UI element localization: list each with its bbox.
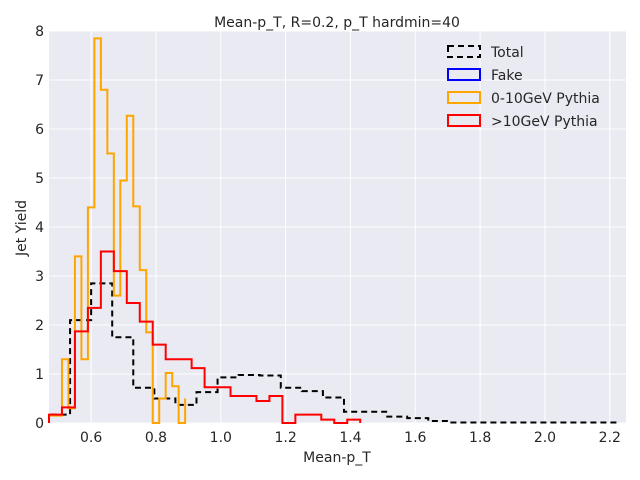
x-tick-label: 1.6 [404,430,426,446]
x-tick-label: 2.2 [599,430,621,446]
y-tick-label: 5 [35,171,44,187]
legend-label-total: Total [490,45,524,61]
x-tick-label: 1.8 [469,430,491,446]
x-tick-labels: 0.6 0.8 1.0 1.2 1.4 1.6 1.8 2.0 2.2 [80,430,621,446]
y-tick-label: 7 [35,73,44,89]
legend-label-10gev-pythia: >10GeV Pythia [491,114,598,130]
y-tick-label: 2 [35,318,44,334]
legend: Total Fake 0-10GeV Pythia >10GeV Pythia [447,45,600,130]
chart-title: Mean-p_T, R=0.2, p_T hardmin=40 [214,15,460,31]
legend-swatch-fake [447,68,481,81]
y-tick-labels: 0 1 2 3 4 5 6 7 8 [35,24,44,432]
x-tick-label: 1.2 [275,430,297,446]
series-total-step [48,282,619,424]
y-tick-label: 8 [35,24,44,40]
y-tick-label: 0 [35,416,44,432]
legend-label-fake: Fake [491,68,523,84]
x-axis-label: Mean-p_T [303,450,371,466]
series-layer [48,37,619,424]
y-tick-label: 1 [35,367,44,383]
y-tick-label: 3 [35,269,44,285]
legend-swatch-10gev-pythia [447,114,481,127]
series-10gev-pythia-step [48,250,362,424]
x-tick-label: 2.0 [534,430,556,446]
legend-swatch-0-10gev-pythia [447,91,481,104]
y-tick-label: 4 [35,220,44,236]
x-tick-label: 1.0 [210,430,232,446]
y-tick-label: 6 [35,122,44,138]
y-axis-label: Jet Yield [14,200,30,257]
x-tick-label: 0.8 [145,430,167,446]
series-0-10gev-pythia-step [48,37,187,424]
x-tick-label: 0.6 [80,430,102,446]
x-tick-label: 1.4 [339,430,361,446]
legend-swatch-total [447,45,481,58]
legend-label-0-10gev-pythia: 0-10GeV Pythia [491,91,600,107]
